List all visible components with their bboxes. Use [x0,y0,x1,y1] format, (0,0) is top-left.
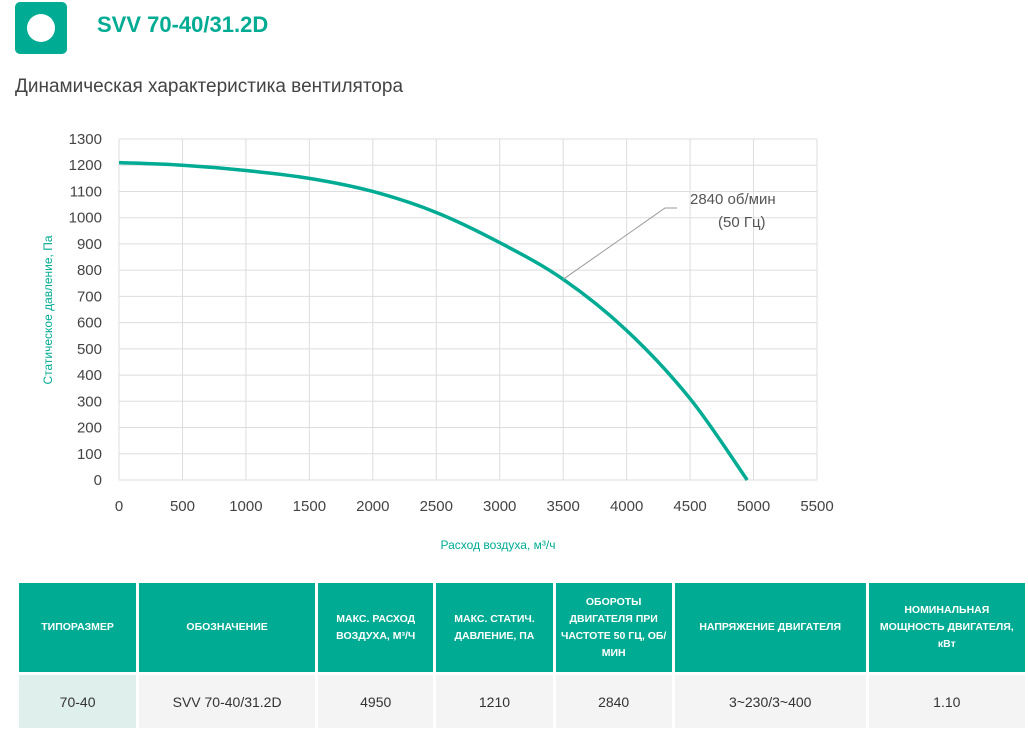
x-tick-label: 3000 [483,498,516,515]
y-tick-label: 100 [77,446,102,463]
table-cell: 3~230/3~400 [674,675,866,728]
y-tick-label: 300 [77,393,102,410]
column-header: НОМИНАЛЬНАЯ МОЩНОСТЬ ДВИГАТЕЛЯ, кВт [868,583,1025,675]
y-tick-label: 500 [77,341,102,358]
annotation-leader [562,207,677,280]
annotation-label-2: (50 Гц) [718,214,766,231]
x-tick-label: 1500 [293,498,326,515]
x-tick-label: 2000 [356,498,389,515]
x-tick-label: 2500 [420,498,453,515]
table-cell: 4950 [318,675,434,728]
y-tick-label: 600 [77,315,102,332]
x-tick-label: 5500 [800,498,833,515]
y-tick-label: 1000 [69,210,102,227]
x-tick-label: 4000 [610,498,643,515]
x-tick-label: 5000 [737,498,770,515]
x-axis-label: Расход воздуха, м³/ч [441,538,556,552]
column-header: МАКС. РАСХОД ВОЗДУХА, М³/Ч [318,583,434,675]
table-cell: 70-40 [19,675,137,728]
specs-table: ТИПОРАЗМЕР ОБОЗНАЧЕНИЕ МАКС. РАСХОД ВОЗДУХ… [16,583,1028,728]
table-cell: 1210 [436,675,553,728]
chart-heading: Динамическая характеристика вентилятора [15,76,404,97]
y-tick-label: 900 [77,236,102,253]
logo-icon [15,2,67,54]
x-tick-label: 0 [115,498,123,515]
table-cell: 2840 [555,675,672,728]
annotation-label-1: 2840 об/мин [690,191,776,208]
table-cell: SVV 70-40/31.2D [139,675,316,728]
series-line [118,160,749,482]
y-tick-label: 700 [77,288,102,305]
page-title: SVV 70-40/31.2D [97,12,269,37]
y-tick-label: 1300 [69,131,102,148]
x-tick-label: 1000 [229,498,262,515]
y-tick-label: 1100 [70,183,102,200]
x-tick-label: 500 [170,498,195,515]
fan-curve-chart: 0 500 1000 1500 2000 2500 3000 3500 4000 4500 5000… [41,131,834,552]
y-tick-label: 200 [77,420,102,437]
column-header: ОБОРОТЫ ДВИГАТЕЛЯ ПРИ ЧАСТОТЕ 50 ГЦ, ОБ/… [555,583,672,675]
column-header: ТИПОРАЗМЕР [19,583,137,675]
table-cell: 1.10 [868,675,1025,728]
y-tick-label: 1200 [69,157,102,174]
x-tick-label: 4500 [673,498,706,515]
y-axis-label: Статическое давление, Па [41,235,55,384]
x-tick-label: 3500 [546,498,579,515]
y-tick-label: 800 [77,262,102,279]
column-header: ОБОЗНАЧЕНИЕ [139,583,316,675]
y-tick-label: 0 [94,472,102,489]
column-header: МАКС. СТАТИЧ. ДАВЛЕНИЕ, ПА [436,583,553,675]
y-tick-label: 400 [77,367,102,384]
column-header: НАПРЯЖЕНИЕ ДВИГАТЕЛЯ [674,583,866,675]
